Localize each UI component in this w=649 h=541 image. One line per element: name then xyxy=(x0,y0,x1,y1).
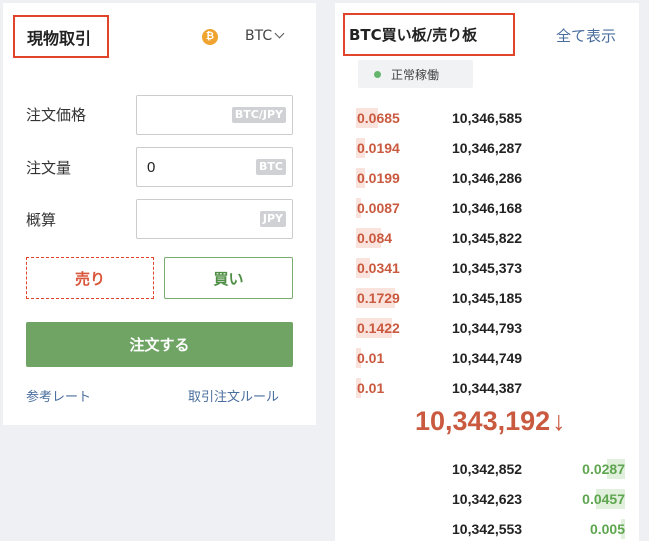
ask-row[interactable]: 0.0087 10,346,168 xyxy=(335,198,635,218)
bid-quantity: 0.005 xyxy=(589,521,625,537)
ask-row[interactable]: 0.0199 10,346,286 xyxy=(335,168,635,188)
ask-row[interactable]: 0.1729 10,345,185 xyxy=(335,288,635,308)
bid-price: 10,342,553 xyxy=(452,521,523,537)
bid-row[interactable]: 10,342,553 0.005 xyxy=(335,519,635,539)
estimate-field[interactable]: JPY xyxy=(136,199,293,239)
show-all-link[interactable]: 全て表示 xyxy=(556,27,617,45)
bid-row[interactable]: 10,342,852 0.0287 xyxy=(335,459,635,479)
ask-depth-bar xyxy=(356,378,361,398)
order-price-input[interactable] xyxy=(137,96,237,134)
ask-depth-bar xyxy=(356,228,381,248)
ask-row[interactable]: 0.01 10,344,749 xyxy=(335,348,635,368)
last-price: 10,343,192↓ xyxy=(415,406,566,437)
spot-trade-panel: 現物取引 ₿ BTC 注文価格 BTC/JPY 注文量 BTC 概算 JPY 売… xyxy=(3,3,316,425)
order-book-title: BTC買い板/売り板 xyxy=(349,26,478,44)
ask-quantity: 0.01 xyxy=(357,350,385,366)
ask-depth-bar xyxy=(356,348,361,368)
bid-depth-bar xyxy=(596,489,625,509)
chevron-down-icon xyxy=(274,28,285,39)
ask-quantity: 0.0087 xyxy=(357,200,400,216)
ask-row[interactable]: 0.1422 10,344,793 xyxy=(335,318,635,338)
currency-select-value: BTC xyxy=(245,28,273,44)
ask-quantity: 0.0194 xyxy=(357,140,400,156)
bid-depth-bar xyxy=(607,459,625,479)
last-price-value: 10,343,192 xyxy=(415,406,551,436)
ask-depth-bar xyxy=(356,288,395,308)
ask-quantity: 0.01 xyxy=(357,380,385,396)
ask-row[interactable]: 0.0341 10,345,373 xyxy=(335,258,635,278)
estimate-input[interactable] xyxy=(137,200,237,238)
ask-quantity: 0.084 xyxy=(357,230,393,246)
ask-price: 10,345,373 xyxy=(452,260,523,276)
ask-row[interactable]: 0.0685 10,346,585 xyxy=(335,108,635,128)
title-highlight-box xyxy=(343,13,515,56)
bid-quantity: 0.0287 xyxy=(582,461,625,477)
down-arrow-icon: ↓ xyxy=(552,406,566,436)
ask-price: 10,345,822 xyxy=(452,230,523,246)
buy-button[interactable]: 買い xyxy=(164,257,293,299)
ask-price: 10,344,793 xyxy=(452,320,523,336)
unit-badge: BTC xyxy=(256,159,286,175)
ask-depth-bar xyxy=(356,318,392,338)
estimate-label: 概算 xyxy=(26,211,57,229)
status-dot-icon xyxy=(374,70,381,78)
bitcoin-icon: ₿ xyxy=(202,29,218,45)
order-book-panel: BTC買い板/売り板 全て表示 正常稼働 0.0685 10,346,585 0.0… xyxy=(335,3,639,541)
bid-price: 10,342,623 xyxy=(452,491,523,507)
ask-price: 10,346,168 xyxy=(452,200,523,216)
order-amount-field[interactable]: BTC xyxy=(136,147,293,187)
ask-depth-bar xyxy=(356,138,365,158)
order-amount-input[interactable] xyxy=(137,148,237,186)
ask-quantity: 0.1729 xyxy=(357,290,400,306)
bid-depth-bar xyxy=(621,519,625,539)
ask-quantity: 0.0341 xyxy=(357,260,400,276)
ask-depth-bar xyxy=(356,258,370,278)
order-rules-link[interactable]: 取引注文ルール xyxy=(188,390,280,405)
order-price-field[interactable]: BTC/JPY xyxy=(136,95,293,135)
ask-price: 10,345,185 xyxy=(452,290,523,306)
unit-badge: BTC/JPY xyxy=(231,107,286,123)
bid-row[interactable]: 10,342,623 0.0457 xyxy=(335,489,635,509)
ask-price: 10,344,749 xyxy=(452,350,523,366)
ask-price: 10,346,286 xyxy=(452,170,523,186)
ask-price: 10,346,585 xyxy=(452,110,523,126)
ask-depth-bar xyxy=(356,108,378,128)
ask-quantity: 0.0199 xyxy=(357,170,400,186)
status-badge: 正常稼働 xyxy=(358,60,473,88)
ask-depth-bar xyxy=(356,168,365,188)
title-highlight-box: 現物取引 xyxy=(13,15,109,58)
ask-quantity: 0.1422 xyxy=(357,320,400,336)
bid-price: 10,342,852 xyxy=(452,461,523,477)
sell-button[interactable]: 売り xyxy=(26,257,154,299)
unit-badge: JPY xyxy=(259,211,286,227)
currency-select[interactable]: BTC xyxy=(245,28,285,44)
ask-quantity: 0.0685 xyxy=(357,110,400,126)
status-text: 正常稼働 xyxy=(391,67,440,82)
panel-title: 現物取引 xyxy=(27,29,92,48)
ask-price: 10,344,387 xyxy=(452,380,523,396)
ask-row[interactable]: 0.084 10,345,822 xyxy=(335,228,635,248)
ask-row[interactable]: 0.01 10,344,387 xyxy=(335,378,635,398)
order-amount-label: 注文量 xyxy=(26,159,72,177)
bid-quantity: 0.0457 xyxy=(582,491,625,507)
ask-price: 10,346,287 xyxy=(452,140,523,156)
place-order-button[interactable]: 注文する xyxy=(26,322,293,367)
ask-row[interactable]: 0.0194 10,346,287 xyxy=(335,138,635,158)
reference-rate-link[interactable]: 参考レート xyxy=(26,390,92,405)
ask-depth-bar xyxy=(356,198,361,218)
order-price-label: 注文価格 xyxy=(26,106,87,124)
